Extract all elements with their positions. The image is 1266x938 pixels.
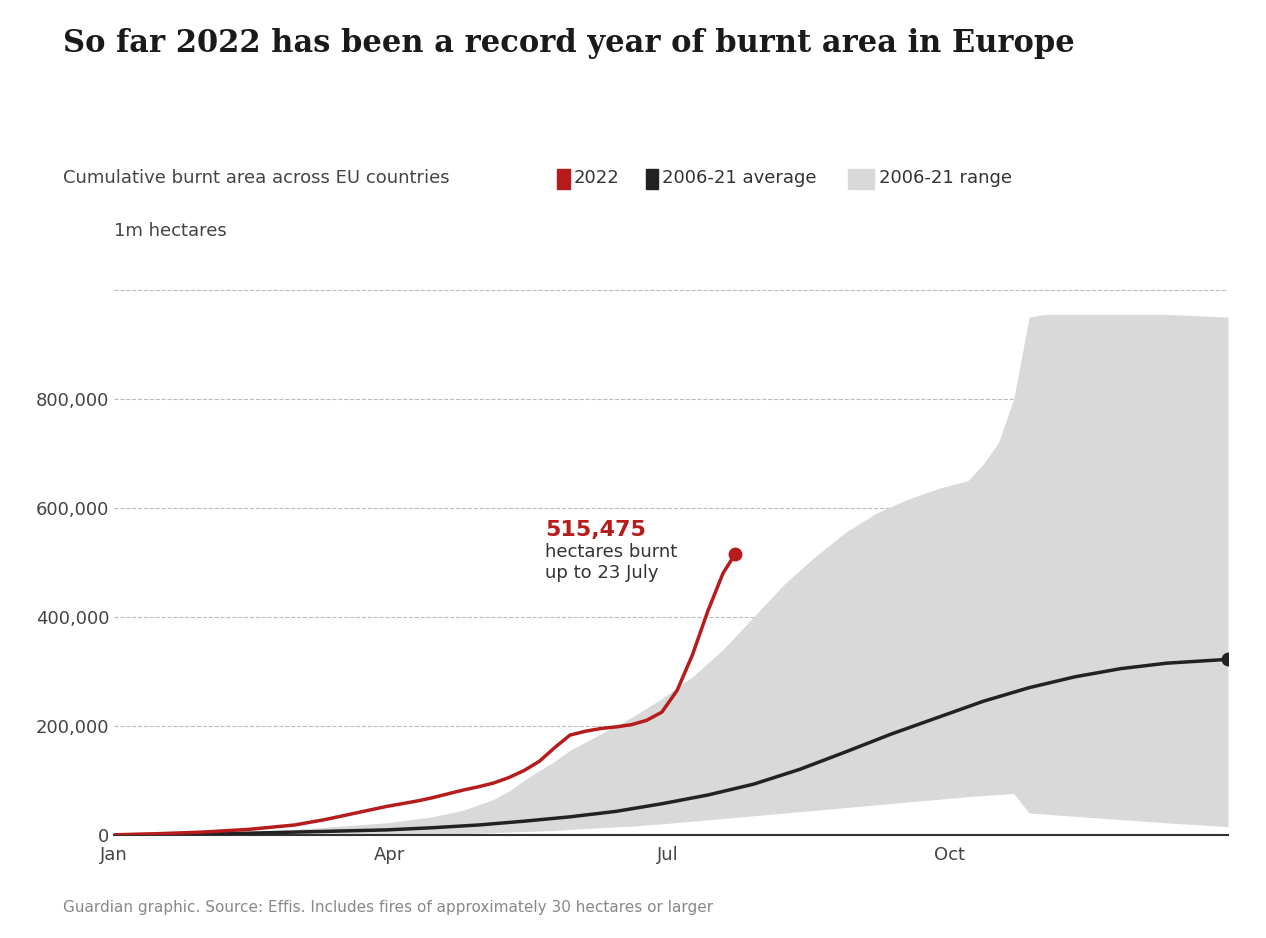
Text: 1m hectares: 1m hectares <box>114 221 227 240</box>
Text: Guardian graphic. Source: Effis. Includes fires of approximately 30 hectares or : Guardian graphic. Source: Effis. Include… <box>63 900 714 915</box>
Text: 2006-21 average: 2006-21 average <box>662 169 817 188</box>
Text: Cumulative burnt area across EU countries: Cumulative burnt area across EU countrie… <box>63 169 449 188</box>
Text: So far 2022 has been a record year of burnt area in Europe: So far 2022 has been a record year of bu… <box>63 28 1075 59</box>
Text: 2006-21 range: 2006-21 range <box>879 169 1012 188</box>
Text: 515,475: 515,475 <box>546 521 647 540</box>
Text: 2022: 2022 <box>573 169 619 188</box>
Text: hectares burnt
up to 23 July: hectares burnt up to 23 July <box>546 543 677 582</box>
